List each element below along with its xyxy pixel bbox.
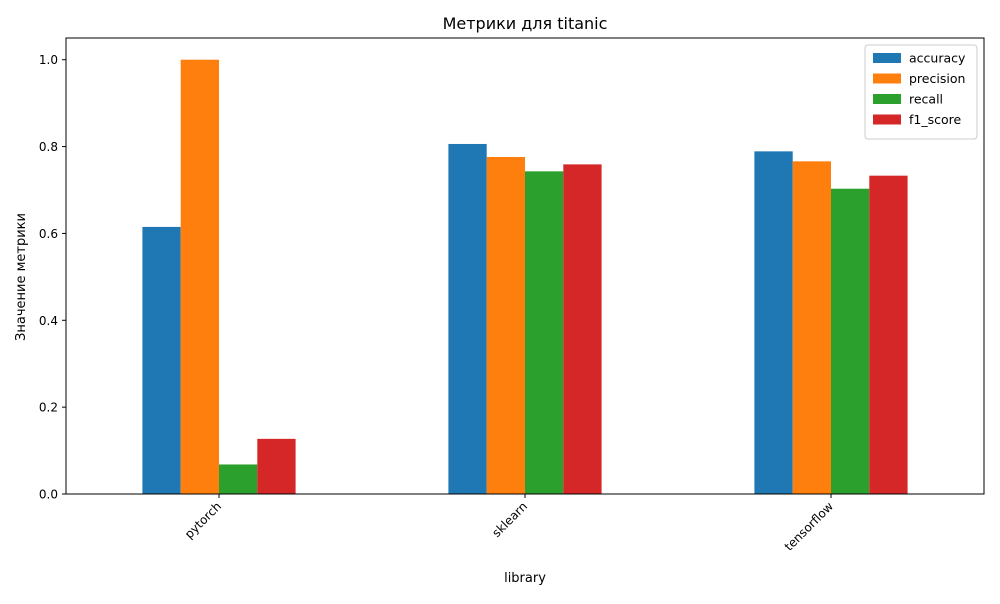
x-tick-label: pytorch xyxy=(182,499,224,541)
bar-precision-pytorch xyxy=(180,59,219,495)
legend-swatch-f1_score xyxy=(873,114,901,125)
bar-recall-sklearn xyxy=(525,171,564,494)
bar-recall-pytorch xyxy=(219,464,258,494)
bar-accuracy-tensorflow xyxy=(754,151,793,494)
legend-label-f1_score: f1_score xyxy=(909,112,962,127)
legend-swatch-recall xyxy=(873,94,901,104)
chart-title: Метрики для titanic xyxy=(443,14,608,33)
legend: accuracy precision recall f1_score xyxy=(864,44,978,140)
y-tick-label: 0.8 xyxy=(39,140,58,154)
y-tick-label: 0.4 xyxy=(39,314,58,328)
bar-precision-tensorflow xyxy=(792,161,831,494)
legend-swatch-precision xyxy=(873,73,901,84)
bar-precision-sklearn xyxy=(486,156,525,495)
legend-label-precision: precision xyxy=(909,71,965,86)
bar-recall-tensorflow xyxy=(831,188,870,494)
legend-label-accuracy: accuracy xyxy=(909,51,966,66)
bar-accuracy-pytorch xyxy=(142,226,181,494)
bar-f1_score-sklearn xyxy=(563,164,602,494)
x-tick-label: sklearn xyxy=(489,499,530,540)
y-axis-label: Значение метрики xyxy=(14,213,29,341)
bars-layer xyxy=(142,59,908,495)
bar-f1_score-tensorflow xyxy=(869,175,908,495)
x-axis-label: library xyxy=(504,571,546,586)
legend-swatch-accuracy xyxy=(873,53,901,63)
bar-f1_score-pytorch xyxy=(257,438,296,494)
y-tick-label: 1.0 xyxy=(39,53,58,67)
y-tick-label: 0.2 xyxy=(39,401,58,415)
y-tick-label: 0.0 xyxy=(39,488,58,502)
x-tick-label: tensorflow xyxy=(782,499,837,554)
legend-label-recall: recall xyxy=(909,92,943,107)
y-tick-label: 0.6 xyxy=(39,227,58,241)
bar-accuracy-sklearn xyxy=(448,143,487,494)
